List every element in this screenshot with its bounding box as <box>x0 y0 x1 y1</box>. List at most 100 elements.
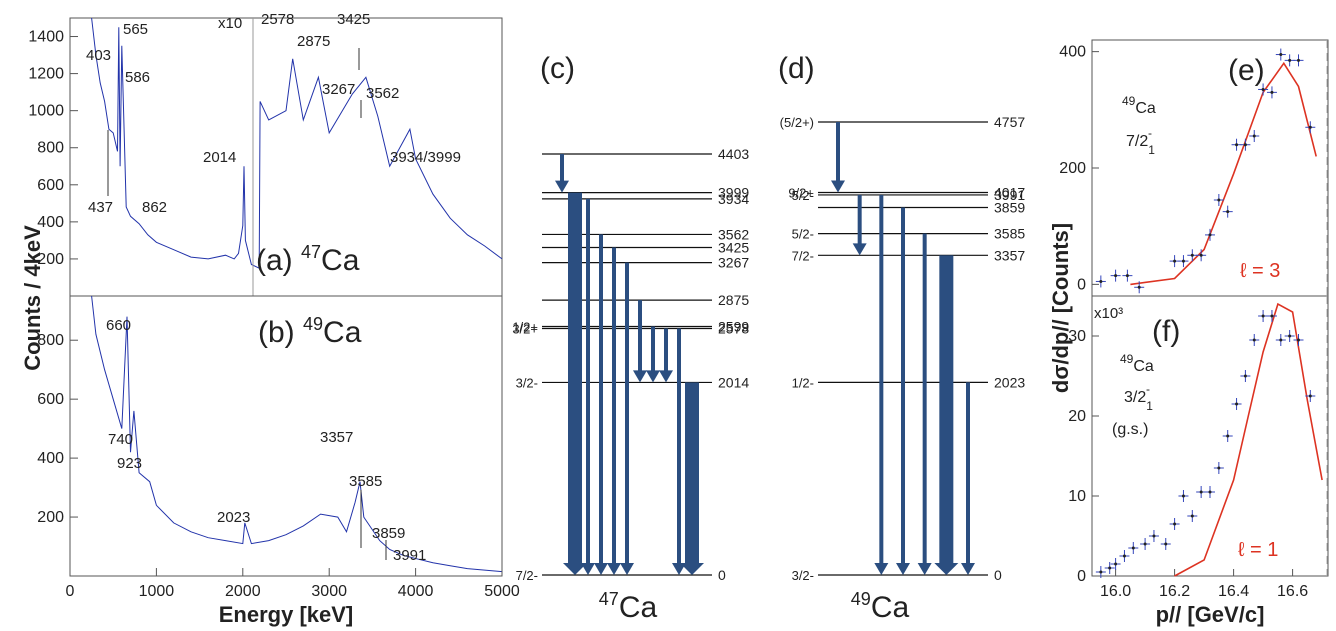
data-point <box>1114 562 1118 566</box>
transition-arrow-shaft <box>612 247 616 565</box>
level-energy-label: 2875 <box>718 292 749 308</box>
spin-label: (5/2+) <box>780 115 814 130</box>
panel-f-label: (f) <box>1152 315 1180 348</box>
transition-arrow-head <box>874 563 889 575</box>
transition-arrow-head <box>633 370 647 383</box>
data-point <box>1252 338 1256 342</box>
panel-e-fit-label: ℓ = 3 <box>1240 260 1280 282</box>
panel-a-spectrum-line <box>91 17 503 269</box>
panel-b-spectrum-line <box>91 295 503 573</box>
panel-f-multiplier: x10³ <box>1094 305 1123 322</box>
data-point <box>1137 285 1141 289</box>
panel-b-peak-label: 740 <box>108 431 133 448</box>
panel-b-x-tick-label: 1000 <box>139 583 175 600</box>
data-point <box>1270 90 1274 94</box>
panel-f-fit-label: ℓ = 1 <box>1238 539 1278 561</box>
data-point <box>1199 490 1203 494</box>
data-point <box>1099 570 1103 574</box>
panel-a-peak-label: 2875 <box>297 33 330 50</box>
panel-f-points <box>1095 310 1316 578</box>
transition-arrow-head <box>620 563 634 575</box>
transition-arrow-shaft <box>638 300 642 373</box>
panel-e-state: 7/21- <box>1126 126 1155 157</box>
panel-b-peak-label: 3859 <box>372 525 405 542</box>
y-tick-label: 20 <box>1068 408 1086 425</box>
spin-label: 7/2- <box>516 568 538 583</box>
panel-a-peak-label: 3562 <box>366 85 399 102</box>
panel-a-peak-label: 586 <box>125 69 150 86</box>
panel-f-nucleus: 49Ca <box>1120 352 1154 375</box>
x-tick-label: 16.2 <box>1159 583 1190 600</box>
panel-e-label: (e) <box>1228 54 1265 87</box>
panel-a-peak-label: 3934/3999 <box>390 149 461 166</box>
transition-arrow-head <box>563 563 587 575</box>
panel-a-peak-label: 437 <box>88 199 113 216</box>
panel-f-note: (g.s.) <box>1112 421 1148 438</box>
panel-a-peak-label: 2578 <box>261 11 294 28</box>
data-point <box>1131 546 1135 550</box>
panel-b-peak-label: 2023 <box>217 509 250 526</box>
panel-a-y-ticks: 200 400 600 800 1000 1200 1400 <box>28 29 78 268</box>
spin-label: 3/2+ <box>512 322 538 337</box>
data-point <box>1297 58 1300 62</box>
transition-arrow-shaft <box>651 326 655 373</box>
data-point <box>1288 58 1292 62</box>
panel-b-frame <box>69 295 503 577</box>
data-point <box>1261 314 1265 318</box>
panel-b-peak-label: 3991 <box>393 547 426 564</box>
data-point <box>1122 554 1126 558</box>
data-point <box>1308 125 1312 129</box>
level-energy-label: 4017 <box>994 184 1025 200</box>
transition-arrow-head <box>646 370 660 383</box>
panel-a-peak-label: 565 <box>123 21 148 38</box>
data-point <box>1181 494 1185 498</box>
transition-arrow-shaft <box>857 194 862 246</box>
transition-arrow-shaft <box>677 328 681 565</box>
data-point <box>1261 87 1265 91</box>
data-point <box>1099 279 1103 283</box>
level-energy-label: 2023 <box>994 374 1025 390</box>
panel-e-momentum-distribution: 0 200 400 (e) 49Ca 7/21- ℓ = 3 <box>1059 39 1329 297</box>
x-tick-label: 16.0 <box>1100 583 1131 600</box>
data-point <box>1235 402 1239 406</box>
data-point <box>1108 566 1112 570</box>
level-energy-label: 4403 <box>718 146 749 162</box>
panel-b-x-tick-label: 0 <box>66 583 75 600</box>
transition-arrow-head <box>934 563 959 575</box>
panel-a-y-tick-label: 200 <box>37 251 64 268</box>
data-point <box>1243 143 1247 147</box>
transition-arrow-head <box>607 563 621 575</box>
data-point <box>1226 210 1230 214</box>
x-tick-label: 16.6 <box>1277 583 1308 600</box>
panel-f-ticks: 0 10 20 30 16.0 16.2 16.4 16.6 <box>1068 328 1308 600</box>
spectrum-x-axis-title: Energy [keV] <box>219 602 354 627</box>
data-point <box>1297 338 1300 342</box>
panel-a-y-tick-label: 800 <box>37 140 64 157</box>
transition-arrow-shaft <box>901 207 905 565</box>
panel-f-momentum-distribution: 0 10 20 30 16.0 16.2 16.4 16.6 x10³ (f) 49Ca 3/… <box>1068 295 1329 600</box>
panel-b-x-tick-label: 3000 <box>311 583 347 600</box>
panel-b-y-tick-label: 600 <box>37 391 64 408</box>
level-energy-label: 3991 <box>994 187 1025 203</box>
transition-arrow-head <box>581 563 595 575</box>
spectrum-y-axis-title: Counts / 4keV <box>20 225 45 371</box>
panel-b-letter: (b) <box>258 316 295 349</box>
spin-label: 3/2- <box>792 568 814 583</box>
transition-arrow-head <box>555 180 569 193</box>
panel-c-label: (c) <box>540 52 575 85</box>
panel-c-nucleus: 47Ca <box>599 589 658 624</box>
data-point <box>1279 53 1283 57</box>
panel-b-49ca-spectrum: 200 400 600 800 0 1000 2000 3000 4000 5000 660 740… <box>37 295 520 600</box>
y-tick-label: 30 <box>1068 328 1086 345</box>
transition-arrow-head <box>672 563 686 575</box>
level-energy-label: 2578 <box>718 321 749 337</box>
panel-a-y-tick-label: 600 <box>37 177 64 194</box>
spin-label: 9/2+ <box>788 185 814 200</box>
data-point <box>1270 314 1274 318</box>
data-point <box>1143 542 1147 546</box>
panel-a-peak-label: 862 <box>142 199 167 216</box>
